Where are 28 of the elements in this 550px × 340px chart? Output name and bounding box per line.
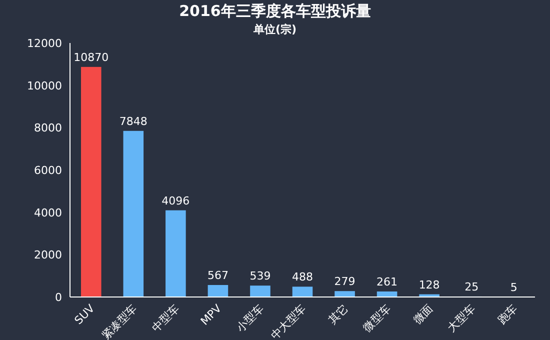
- x-tick-label: 大型车: [445, 302, 478, 334]
- x-tick-label: 中型车: [149, 302, 182, 334]
- data-label: 261: [376, 275, 398, 288]
- y-tick-label: 8000: [34, 122, 62, 135]
- data-label: 5: [510, 280, 518, 294]
- x-tick-label: 跑车: [495, 302, 520, 327]
- x-tick-label: 微面: [410, 302, 436, 327]
- y-tick-label: 2000: [34, 248, 62, 262]
- data-label: 567: [207, 269, 228, 282]
- x-tick-label: 微型车: [360, 302, 394, 334]
- x-tick-label: 小型车: [234, 302, 266, 334]
- x-tick-label: 其它: [326, 302, 351, 327]
- y-tick-label: 0: [55, 291, 62, 304]
- y-tick-label: 6000: [34, 164, 62, 177]
- data-label: 128: [418, 278, 440, 292]
- data-label: 7848: [119, 114, 148, 128]
- data-label: 279: [334, 275, 356, 288]
- data-label: 539: [250, 270, 271, 283]
- y-tick-label: 10000: [27, 79, 62, 92]
- data-label: 488: [292, 270, 313, 284]
- chart-title: 2016年三季度各车型投诉量: [179, 2, 371, 20]
- data-label: 25: [464, 280, 479, 294]
- data-label: 10870: [74, 50, 109, 64]
- data-label: 4096: [162, 194, 190, 208]
- y-tick-label: 12000: [27, 37, 62, 50]
- chart-subtitle: 单位(宗): [252, 23, 297, 36]
- y-tick-label: 4000: [34, 206, 62, 220]
- x-tick-label: 中大型车: [268, 302, 309, 340]
